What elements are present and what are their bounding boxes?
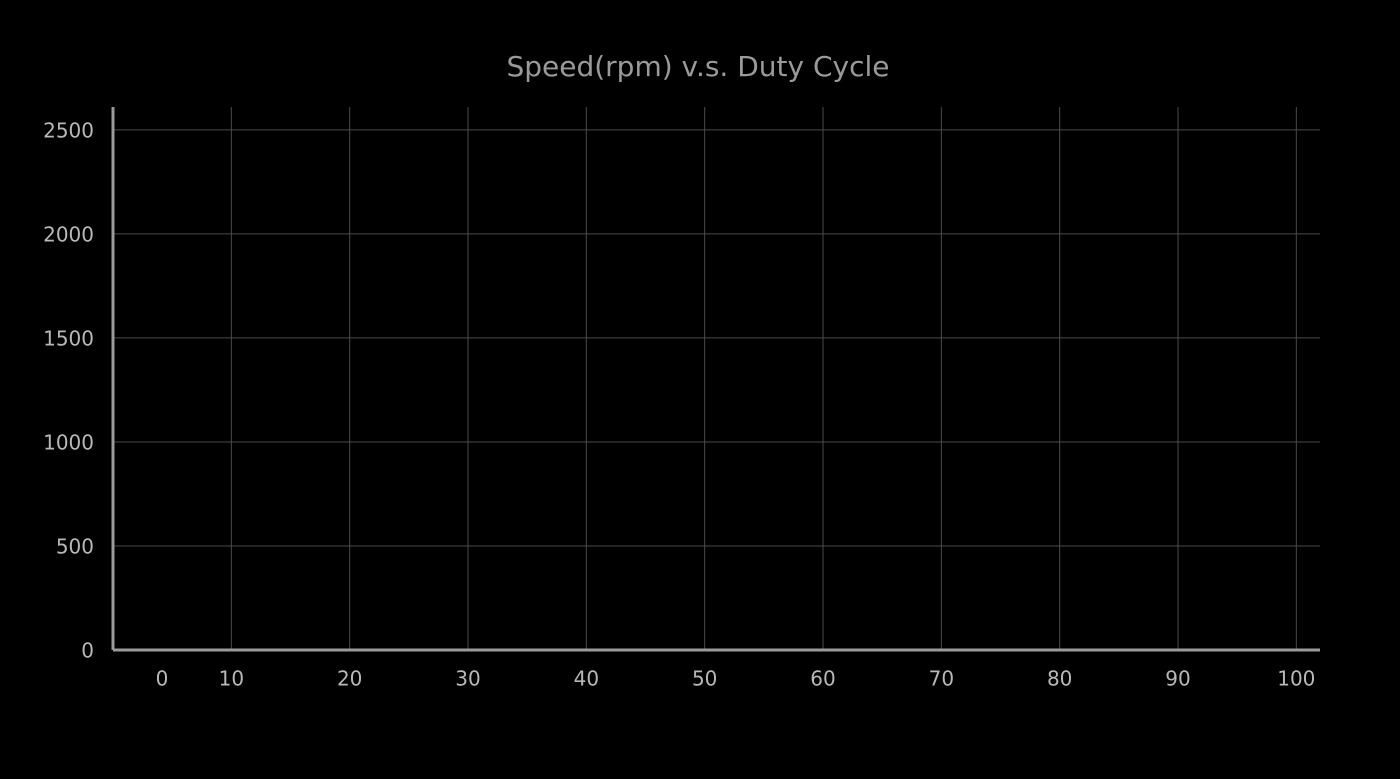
x-tick-label: 20: [337, 667, 362, 691]
y-tick-label: 0: [81, 639, 94, 663]
y-tick-label: 1000: [43, 430, 94, 454]
chart-title: Speed(rpm) v.s. Duty Cycle: [506, 50, 889, 83]
x-tick-label: 90: [1165, 667, 1190, 691]
x-tick-label: 100: [1277, 667, 1315, 691]
x-tick-label: 10: [219, 667, 244, 691]
y-tick-label: 1500: [43, 326, 94, 350]
y-tick-label: 2500: [43, 118, 94, 142]
x-tick-label: 80: [1047, 667, 1072, 691]
y-tick-label: 2000: [43, 222, 94, 246]
x-tick-label: 70: [929, 667, 954, 691]
grid: [112, 107, 1320, 651]
y-tick-label: 500: [56, 534, 94, 558]
x-tick-label: 60: [810, 667, 835, 691]
tick-labels: 0 500 1000 1500 2000 2500 0 10 20 30 40 50 60 70 80 90 1…: [43, 118, 1315, 690]
x-tick-label: 30: [455, 667, 480, 691]
x-tick-label: 50: [692, 667, 717, 691]
x-tick-label: 40: [574, 667, 599, 691]
x-tick-label: 0: [156, 667, 169, 691]
